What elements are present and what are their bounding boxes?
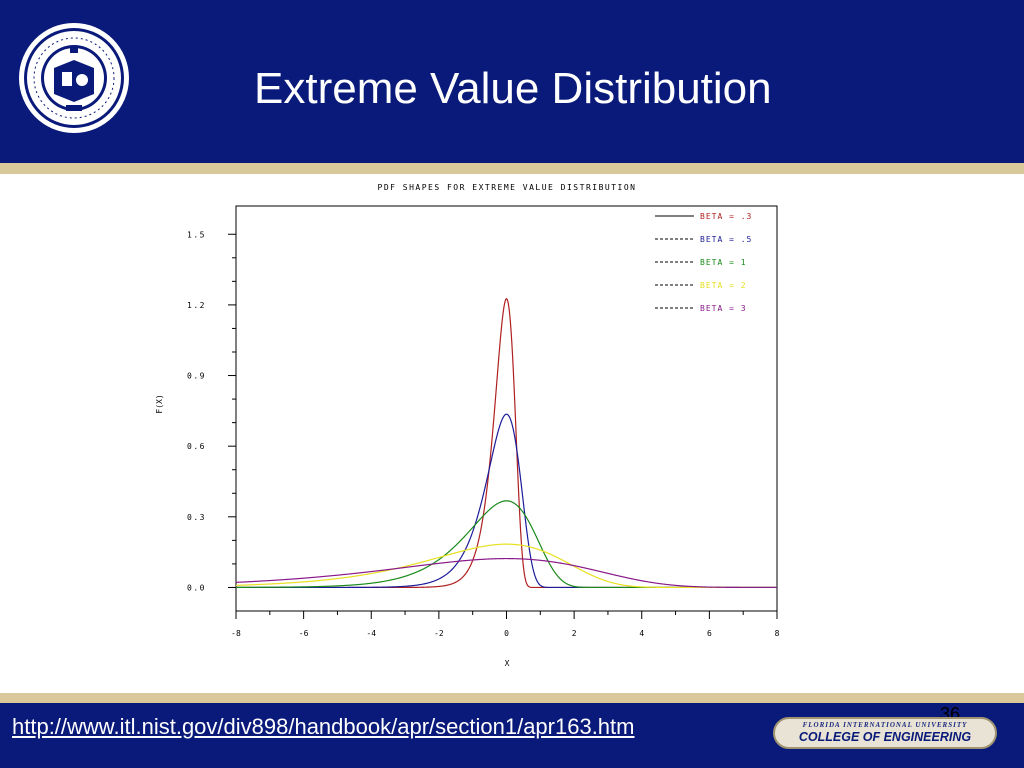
legend-label: BETA = 1 [700, 258, 747, 267]
chart-title: PDF SHAPES FOR EXTREME VALUE DISTRIBUTIO… [378, 183, 637, 192]
legend-label: BETA = .3 [700, 212, 752, 221]
header-band [0, 0, 1024, 163]
x-tick-label: 4 [639, 629, 644, 638]
college-of-engineering-badge: FLORIDA INTERNATIONAL UNIVERSITY COLLEGE… [773, 717, 997, 749]
y-axis-label: F(X) [155, 394, 164, 413]
series-lines [235, 297, 777, 589]
legend-label: BETA = 3 [700, 304, 747, 313]
x-tick-label: -8 [231, 629, 241, 638]
x-tick-label: -2 [434, 629, 444, 638]
series-line [235, 557, 777, 589]
x-tick-label: 0 [504, 629, 509, 638]
x-tick-label: 2 [572, 629, 577, 638]
badge-college-name: COLLEGE OF ENGINEERING [798, 730, 972, 744]
x-axis-label: X [505, 659, 510, 668]
badge-university-name: FLORIDA INTERNATIONAL UNIVERSITY [802, 721, 968, 729]
series-line [235, 543, 777, 589]
y-tick-label: 1.5 [187, 230, 206, 239]
y-tick-label: 0.6 [187, 442, 206, 451]
footer-gold-stripe [0, 693, 1024, 703]
y-tick-label: 0.3 [187, 513, 206, 522]
source-link[interactable]: http://www.itl.nist.gov/div898/handbook/… [12, 714, 635, 739]
x-axis: -8 -6 -4 -2 0 2 4 6 8 [231, 611, 780, 638]
chart-area: PDF SHAPES FOR EXTREME VALUE DISTRIBUTIO… [155, 183, 780, 668]
y-axis: 0.0 0.3 0.6 0.9 1.2 1.5 [187, 230, 236, 592]
x-tick-label: 8 [775, 629, 780, 638]
legend: BETA = .3 BETA = .5 BETA = 1 BETA = 2 BETA =… [655, 212, 752, 313]
legend-label: BETA = .5 [700, 235, 752, 244]
x-tick-label: 6 [707, 629, 712, 638]
slide-title: Extreme Value Distribution [254, 64, 772, 113]
legend-label: BETA = 2 [700, 281, 747, 290]
university-seal-logo [19, 23, 129, 133]
y-tick-label: 1.2 [187, 301, 206, 310]
header-gold-stripe [0, 163, 1024, 174]
plot-frame [235, 205, 778, 612]
x-tick-label: -6 [299, 629, 309, 638]
x-tick-label: -4 [366, 629, 376, 638]
y-tick-label: 0.0 [187, 583, 206, 592]
y-tick-label: 0.9 [187, 372, 206, 381]
